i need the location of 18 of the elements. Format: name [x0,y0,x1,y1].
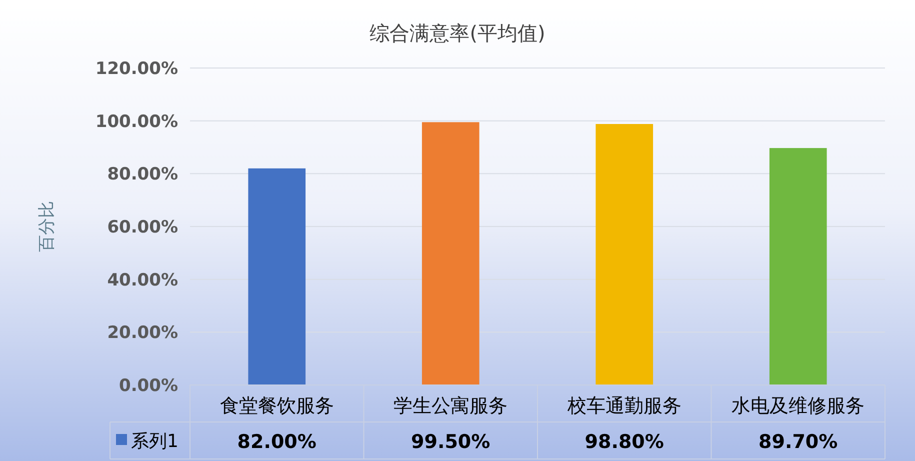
chart-title: 综合满意率(平均值) [370,21,546,45]
data-label: 89.70% [758,431,838,453]
data-label: 82.00% [237,431,316,453]
x-tick-label: 学生公寓服务 [394,395,508,417]
y-tick-label: 120.00% [95,59,178,79]
legend-label: 系列1 [131,431,178,452]
y-tick-label: 20.00% [107,323,178,344]
data-label: 98.80% [584,431,664,453]
y-tick-label: 40.00% [107,270,178,290]
y-tick-label: 100.00% [95,112,178,132]
y-tick-label: 60.00% [107,218,178,238]
y-axis-title: 百分比 [37,201,57,252]
y-tick-label: 80.00% [107,164,178,185]
x-tick-label: 食堂餐饮服务 [220,395,334,417]
y-tick-label: 0.00% [119,376,178,396]
data-label: 99.50% [411,431,490,453]
x-tick-label: 水电及维修服务 [732,395,865,417]
x-tick-label: 校车通勤服务 [566,395,682,417]
